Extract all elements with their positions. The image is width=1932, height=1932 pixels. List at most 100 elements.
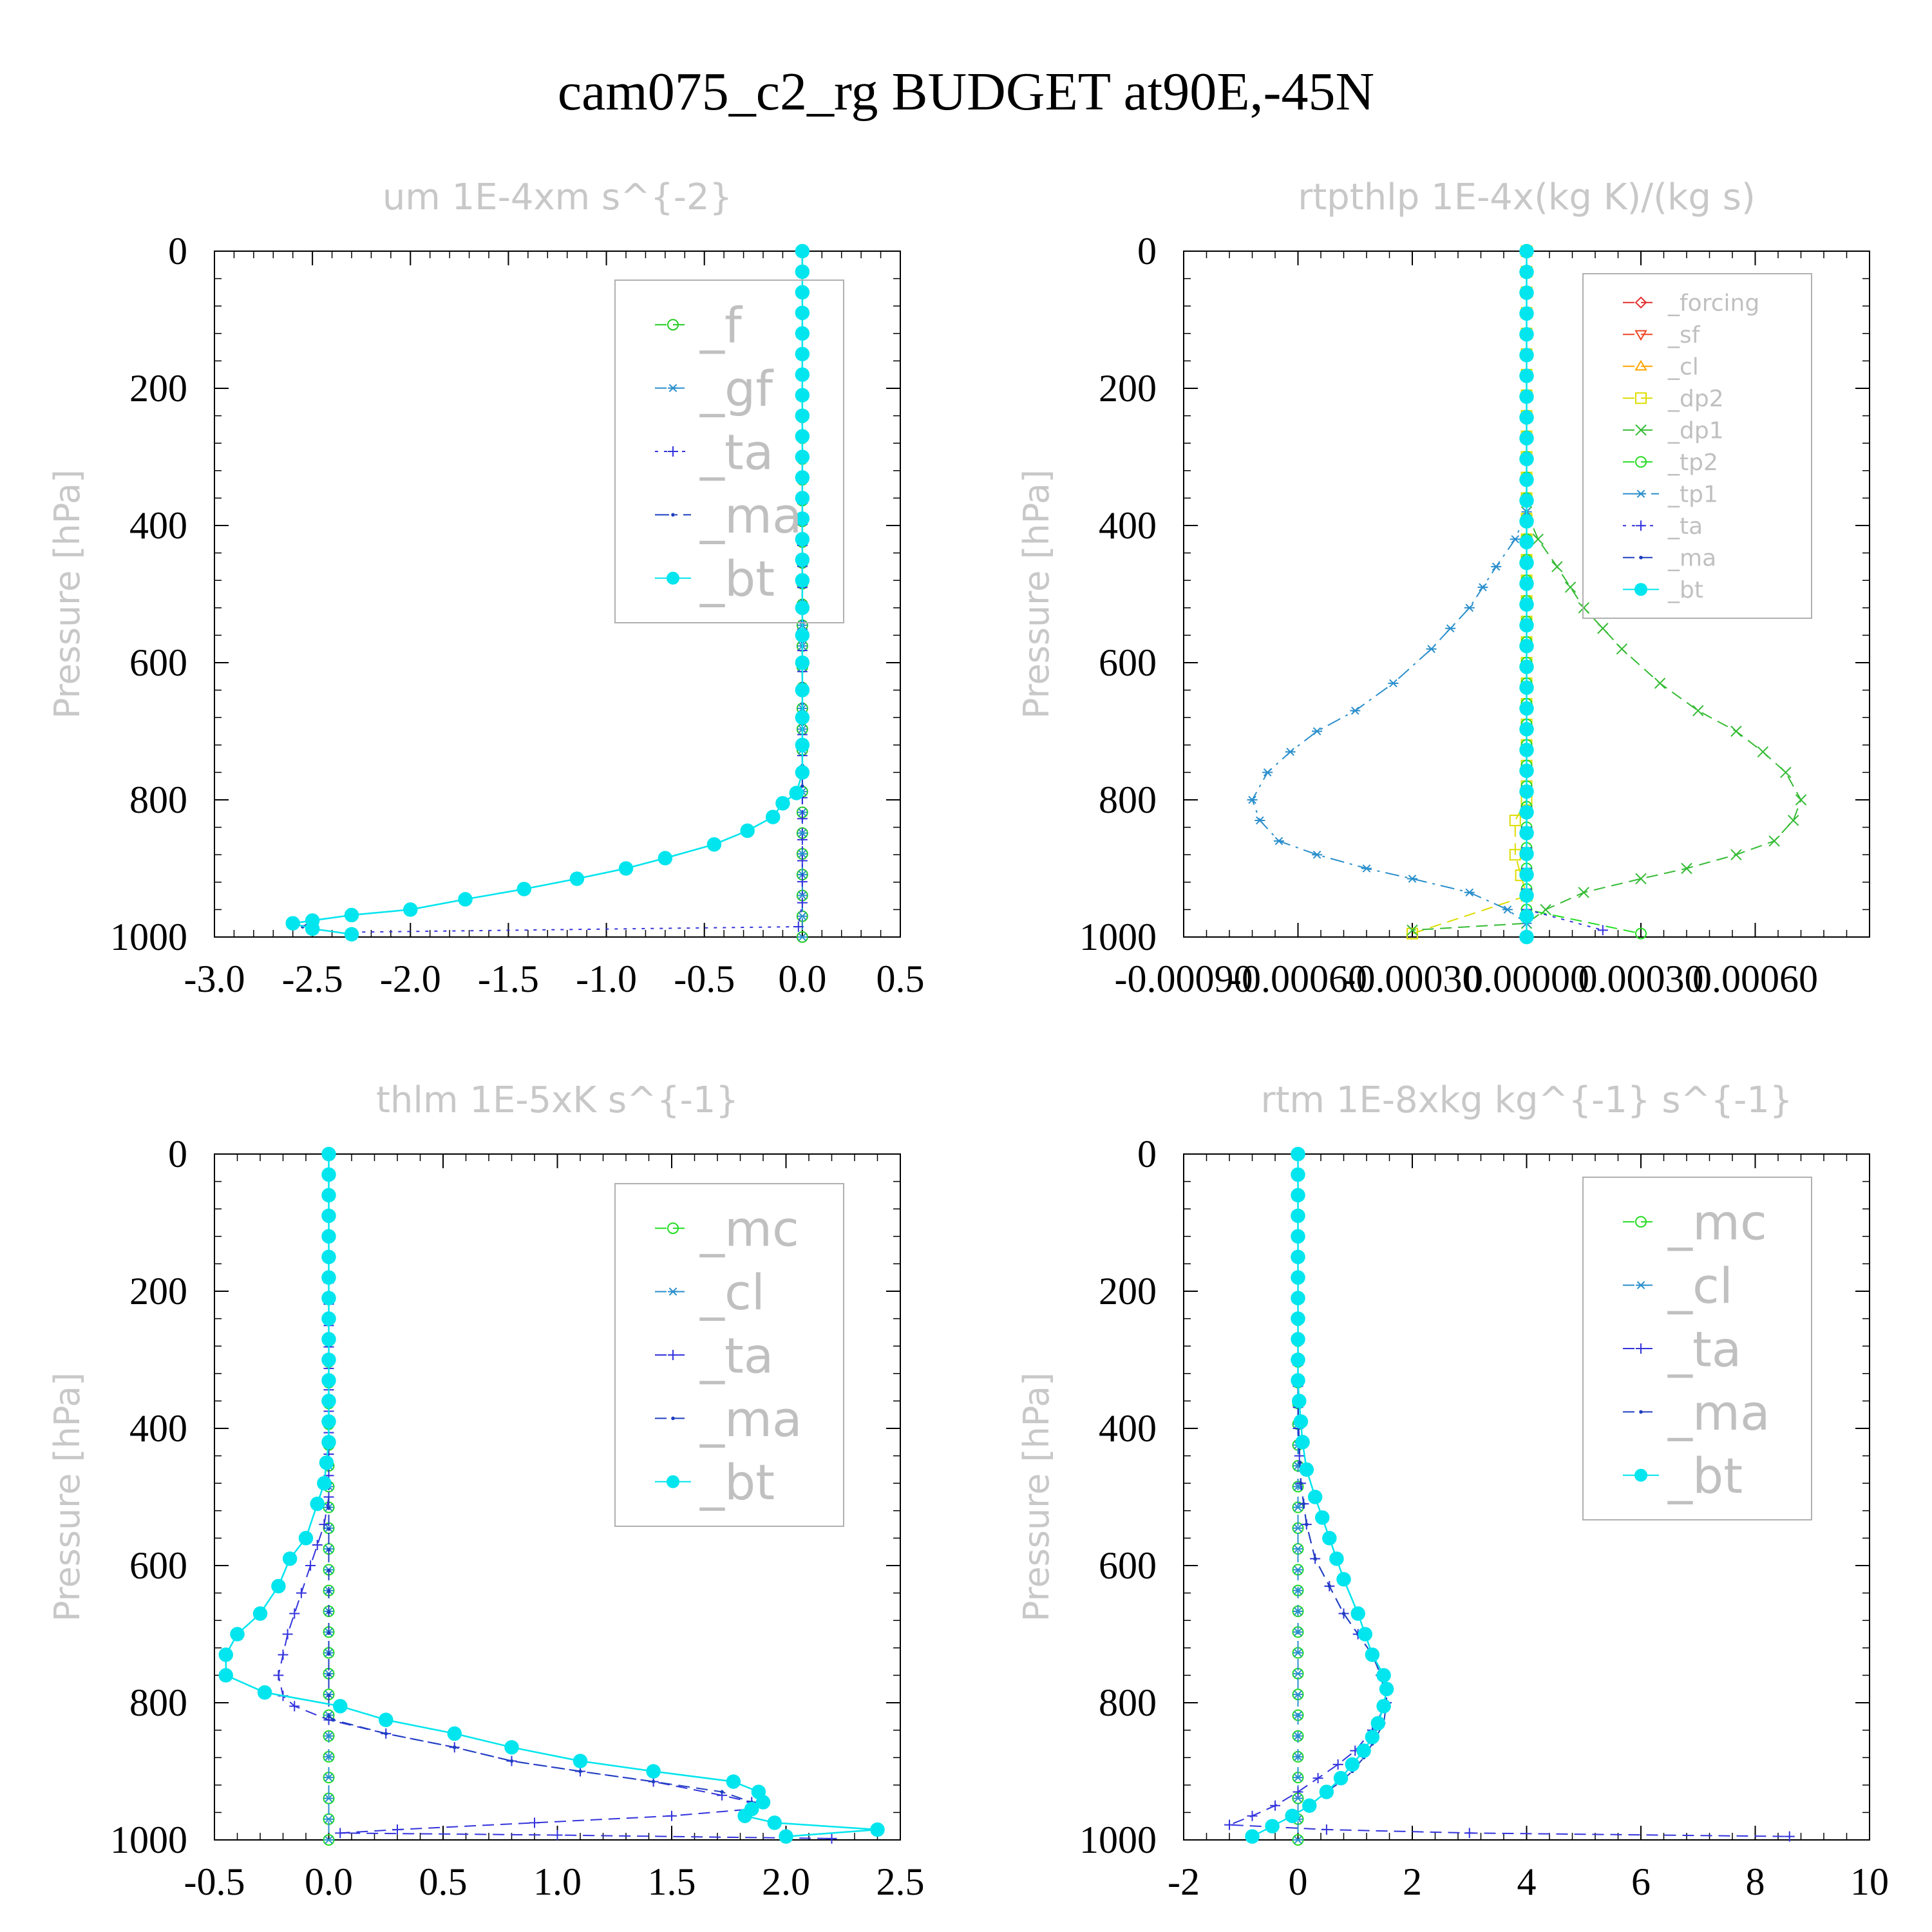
data-point bbox=[755, 1795, 771, 1810]
data-point bbox=[795, 243, 810, 259]
data-point bbox=[789, 786, 804, 800]
data-point bbox=[1681, 862, 1692, 875]
plot-area bbox=[1247, 243, 1807, 945]
data-point bbox=[1519, 451, 1534, 466]
data-point bbox=[795, 326, 810, 341]
y-tick-label: 600 bbox=[129, 1544, 187, 1587]
data-point bbox=[1426, 645, 1437, 654]
data-point bbox=[335, 1828, 346, 1839]
legend: _mc _cl _ta _ma _bt bbox=[1582, 1177, 1812, 1520]
legend: _f _gf _ta _ma _bt bbox=[614, 279, 844, 623]
data-point bbox=[1597, 623, 1609, 634]
data-point bbox=[1312, 1773, 1323, 1784]
data-point bbox=[321, 1249, 336, 1264]
data-point bbox=[1635, 873, 1647, 885]
y-tick-label: 400 bbox=[1099, 1407, 1157, 1450]
data-point bbox=[797, 897, 808, 908]
data-point bbox=[321, 1291, 336, 1305]
legend-label: _bt bbox=[1667, 1447, 1743, 1504]
data-point bbox=[1291, 1146, 1305, 1162]
data-point bbox=[1407, 875, 1417, 883]
data-point bbox=[452, 1745, 457, 1750]
data-point bbox=[321, 1435, 336, 1450]
data-point bbox=[618, 861, 634, 876]
data-point bbox=[1406, 924, 1418, 936]
panel-title: um 1E-4xm s^{-2} bbox=[383, 176, 732, 218]
data-point bbox=[285, 916, 300, 931]
y-tick-label: 200 bbox=[1099, 367, 1157, 410]
legend-marker bbox=[668, 1350, 678, 1360]
data-point bbox=[1293, 1711, 1303, 1719]
data-point bbox=[1333, 1770, 1349, 1786]
legend-label: _tp2 bbox=[1667, 450, 1718, 476]
chart-panel-2: rtpthlp 1E-4x(kg K)/(kg s) Pressure [hPa]… bbox=[1016, 176, 1870, 1000]
data-point bbox=[321, 1394, 336, 1408]
data-point bbox=[1532, 533, 1544, 545]
x-tick-label: 6 bbox=[1631, 1861, 1651, 1903]
data-point bbox=[1247, 795, 1258, 804]
data-point bbox=[1291, 1332, 1305, 1347]
data-point bbox=[1464, 603, 1475, 612]
y-tick-label: 800 bbox=[129, 1681, 187, 1724]
data-point bbox=[1365, 1730, 1380, 1745]
data-point bbox=[1293, 1586, 1303, 1595]
y-tick-label: 200 bbox=[1099, 1270, 1157, 1312]
x-tick-label: -2.0 bbox=[380, 958, 441, 1000]
legend-marker bbox=[1635, 456, 1647, 468]
data-point bbox=[327, 1610, 331, 1615]
data-point bbox=[795, 305, 810, 321]
x-tick-label: -2 bbox=[1168, 1861, 1200, 1903]
chart-panel-4: rtm 1E-8xkg kg^{-1} s^{-1} Pressure [hPa]… bbox=[1016, 1079, 1889, 1903]
data-point bbox=[1265, 1819, 1280, 1833]
data-point bbox=[327, 1694, 331, 1698]
data-point bbox=[1519, 867, 1534, 882]
data-point bbox=[795, 491, 810, 506]
data-point bbox=[1519, 888, 1534, 903]
data-point bbox=[740, 823, 755, 838]
data-point bbox=[327, 1589, 331, 1594]
data-point bbox=[795, 367, 810, 382]
x-tick-label: 0 bbox=[1289, 1861, 1308, 1903]
data-point bbox=[1356, 1743, 1371, 1758]
data-point bbox=[1314, 1510, 1330, 1525]
data-point bbox=[257, 1685, 272, 1700]
legend-marker bbox=[667, 319, 679, 331]
x-tick-label: 2 bbox=[1403, 1861, 1422, 1903]
series-markers-ta bbox=[1521, 246, 1608, 936]
data-point bbox=[331, 1718, 336, 1722]
legend-marker bbox=[671, 513, 675, 517]
data-point bbox=[1293, 1566, 1303, 1574]
data-point bbox=[870, 1822, 885, 1837]
x-tick-label: 2.5 bbox=[876, 1861, 925, 1903]
data-point bbox=[1292, 1394, 1307, 1408]
legend-label: _sf bbox=[1667, 322, 1701, 348]
data-point bbox=[1519, 638, 1534, 654]
data-point bbox=[1358, 1627, 1373, 1642]
chart-panels: um 1E-4xm s^{-2} Pressure [hPa] -3.0 -2.5 -2… bbox=[47, 176, 1889, 1903]
data-point bbox=[1519, 265, 1534, 279]
data-point bbox=[1795, 794, 1807, 806]
y-tick-label: 0 bbox=[168, 1133, 187, 1175]
data-point bbox=[1305, 1522, 1309, 1526]
panel-title: rtpthlp 1E-4x(kg K)/(kg s) bbox=[1298, 176, 1756, 218]
data-point bbox=[1298, 1461, 1302, 1465]
data-point bbox=[1519, 805, 1534, 820]
data-point bbox=[658, 851, 673, 866]
data-point bbox=[319, 1455, 334, 1470]
legend-label: _tp1 bbox=[1667, 482, 1718, 508]
legend-label: _bt bbox=[699, 1454, 775, 1511]
data-point bbox=[1519, 597, 1534, 612]
data-point bbox=[795, 511, 810, 526]
data-point bbox=[1519, 327, 1534, 342]
data-point bbox=[1312, 727, 1323, 735]
data-point bbox=[1291, 1373, 1305, 1388]
chart-panel-1: um 1E-4xm s^{-2} Pressure [hPa] -3.0 -2.5 -2… bbox=[47, 176, 925, 1000]
y-axis-label: Pressure [hPa] bbox=[47, 1372, 88, 1622]
series-markers-ma bbox=[327, 1152, 754, 1804]
plot-area bbox=[218, 1146, 885, 1846]
y-tick-label: 800 bbox=[1099, 1681, 1157, 1724]
data-point bbox=[1509, 814, 1521, 826]
series-line-bt bbox=[225, 1154, 878, 1837]
legend-marker bbox=[667, 571, 679, 585]
legend-label: _ma bbox=[699, 1390, 802, 1448]
